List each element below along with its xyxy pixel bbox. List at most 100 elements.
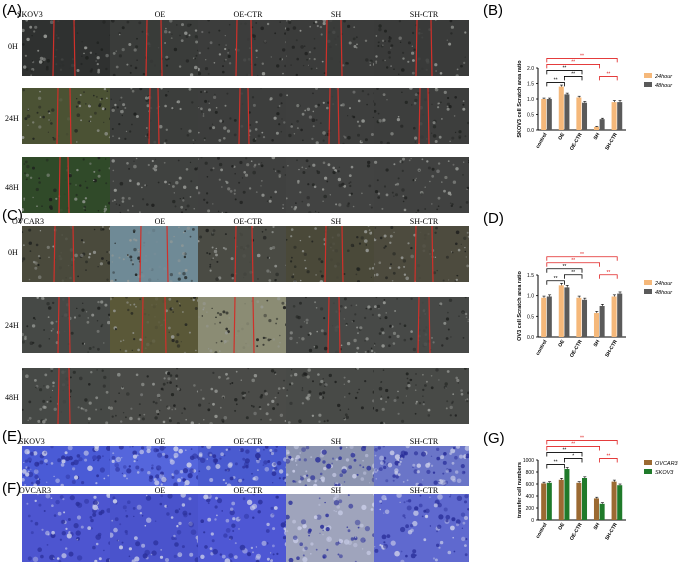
cell-speck	[417, 209, 420, 212]
micrograph-a-24h-4	[374, 88, 469, 144]
cell-speck	[30, 451, 34, 456]
cell-speck	[393, 231, 395, 234]
panel-e-col-oe: OE	[154, 437, 166, 446]
cell-speck	[192, 139, 195, 141]
panel-label-f: (F)	[2, 480, 22, 497]
cell-speck	[222, 310, 226, 314]
cell-speck	[265, 529, 270, 533]
cell-speck	[174, 537, 177, 540]
cell-speck	[343, 376, 346, 379]
cell-speck	[27, 124, 29, 126]
cell-speck	[39, 230, 42, 232]
cell-speck	[211, 246, 214, 249]
cell-speck	[377, 196, 381, 199]
cell-speck	[118, 137, 121, 140]
cell-speck	[455, 376, 458, 380]
cell-speck	[87, 351, 89, 353]
cell-speck	[115, 203, 118, 205]
cell-speck	[183, 255, 187, 259]
cell-speck	[193, 384, 196, 387]
cell-speck	[465, 538, 468, 541]
cell-speck	[46, 173, 50, 177]
cell-speck	[33, 469, 39, 475]
cell-speck	[270, 559, 273, 562]
cell-speck	[192, 228, 195, 231]
cell-speck	[107, 474, 110, 477]
cell-speck	[215, 341, 218, 344]
cell-speck	[209, 263, 212, 266]
cell-speck	[462, 100, 465, 103]
cell-speck	[184, 31, 188, 35]
cell-speck	[224, 47, 227, 51]
cell-speck	[362, 466, 365, 469]
cell-speck	[121, 48, 125, 52]
cell-speck	[291, 206, 293, 208]
cell-speck	[467, 320, 469, 323]
cell-speck	[464, 250, 467, 253]
scratch-edge-line	[56, 88, 59, 144]
cell-speck	[343, 539, 350, 545]
cell-speck	[81, 41, 83, 43]
cell-speck	[34, 379, 37, 382]
scratch-edge-line	[324, 226, 327, 282]
cell-speck	[303, 252, 307, 256]
cell-speck	[450, 525, 455, 531]
cell-speck	[223, 342, 226, 345]
cell-speck	[111, 455, 116, 460]
cell-speck	[107, 320, 111, 325]
cell-speck	[349, 181, 352, 184]
cell-speck	[121, 541, 124, 544]
cell-speck	[290, 123, 293, 126]
significance-label: *	[572, 453, 574, 459]
cell-speck	[158, 409, 161, 412]
cell-speck	[87, 417, 91, 421]
significance-label: **	[580, 53, 584, 59]
cell-speck	[139, 211, 141, 213]
cell-speck	[193, 142, 195, 144]
cell-speck	[181, 244, 184, 247]
cell-speck	[121, 457, 123, 459]
cell-speck	[121, 200, 125, 203]
cell-speck	[305, 318, 309, 322]
cell-speck	[376, 88, 379, 90]
cell-speck	[413, 451, 419, 456]
cell-speck	[119, 523, 122, 526]
cell-speck	[322, 533, 324, 536]
bar	[593, 313, 599, 337]
cell-speck	[316, 170, 321, 175]
cell-speck	[370, 276, 372, 278]
cell-speck	[84, 46, 88, 50]
cell-speck	[424, 186, 426, 188]
cell-speck	[260, 88, 262, 90]
cell-speck	[246, 499, 253, 505]
cell-speck	[312, 163, 316, 167]
cell-speck	[367, 226, 370, 228]
cell-speck	[104, 132, 108, 136]
bar	[582, 102, 588, 130]
cell-speck	[424, 384, 427, 387]
cell-speck	[145, 96, 149, 100]
cell-speck	[278, 477, 281, 480]
cell-speck	[274, 264, 278, 268]
cell-speck	[389, 266, 392, 270]
cell-speck	[305, 470, 308, 473]
cell-speck	[141, 186, 143, 189]
cell-speck	[279, 342, 281, 344]
cell-speck	[221, 510, 223, 512]
cell-speck	[376, 304, 381, 309]
cell-speck	[57, 511, 62, 516]
cell-speck	[177, 387, 180, 391]
cell-speck	[156, 393, 161, 398]
cell-speck	[347, 249, 350, 252]
cell-speck	[430, 455, 433, 457]
cell-speck	[392, 331, 397, 335]
cell-speck	[301, 389, 304, 392]
cell-speck	[34, 25, 38, 29]
cell-speck	[464, 516, 468, 520]
cell-speck	[119, 99, 121, 101]
cell-speck	[313, 21, 316, 25]
cell-speck	[206, 446, 212, 449]
cell-speck	[163, 377, 166, 380]
cell-speck	[50, 462, 54, 465]
cell-speck	[144, 184, 147, 187]
